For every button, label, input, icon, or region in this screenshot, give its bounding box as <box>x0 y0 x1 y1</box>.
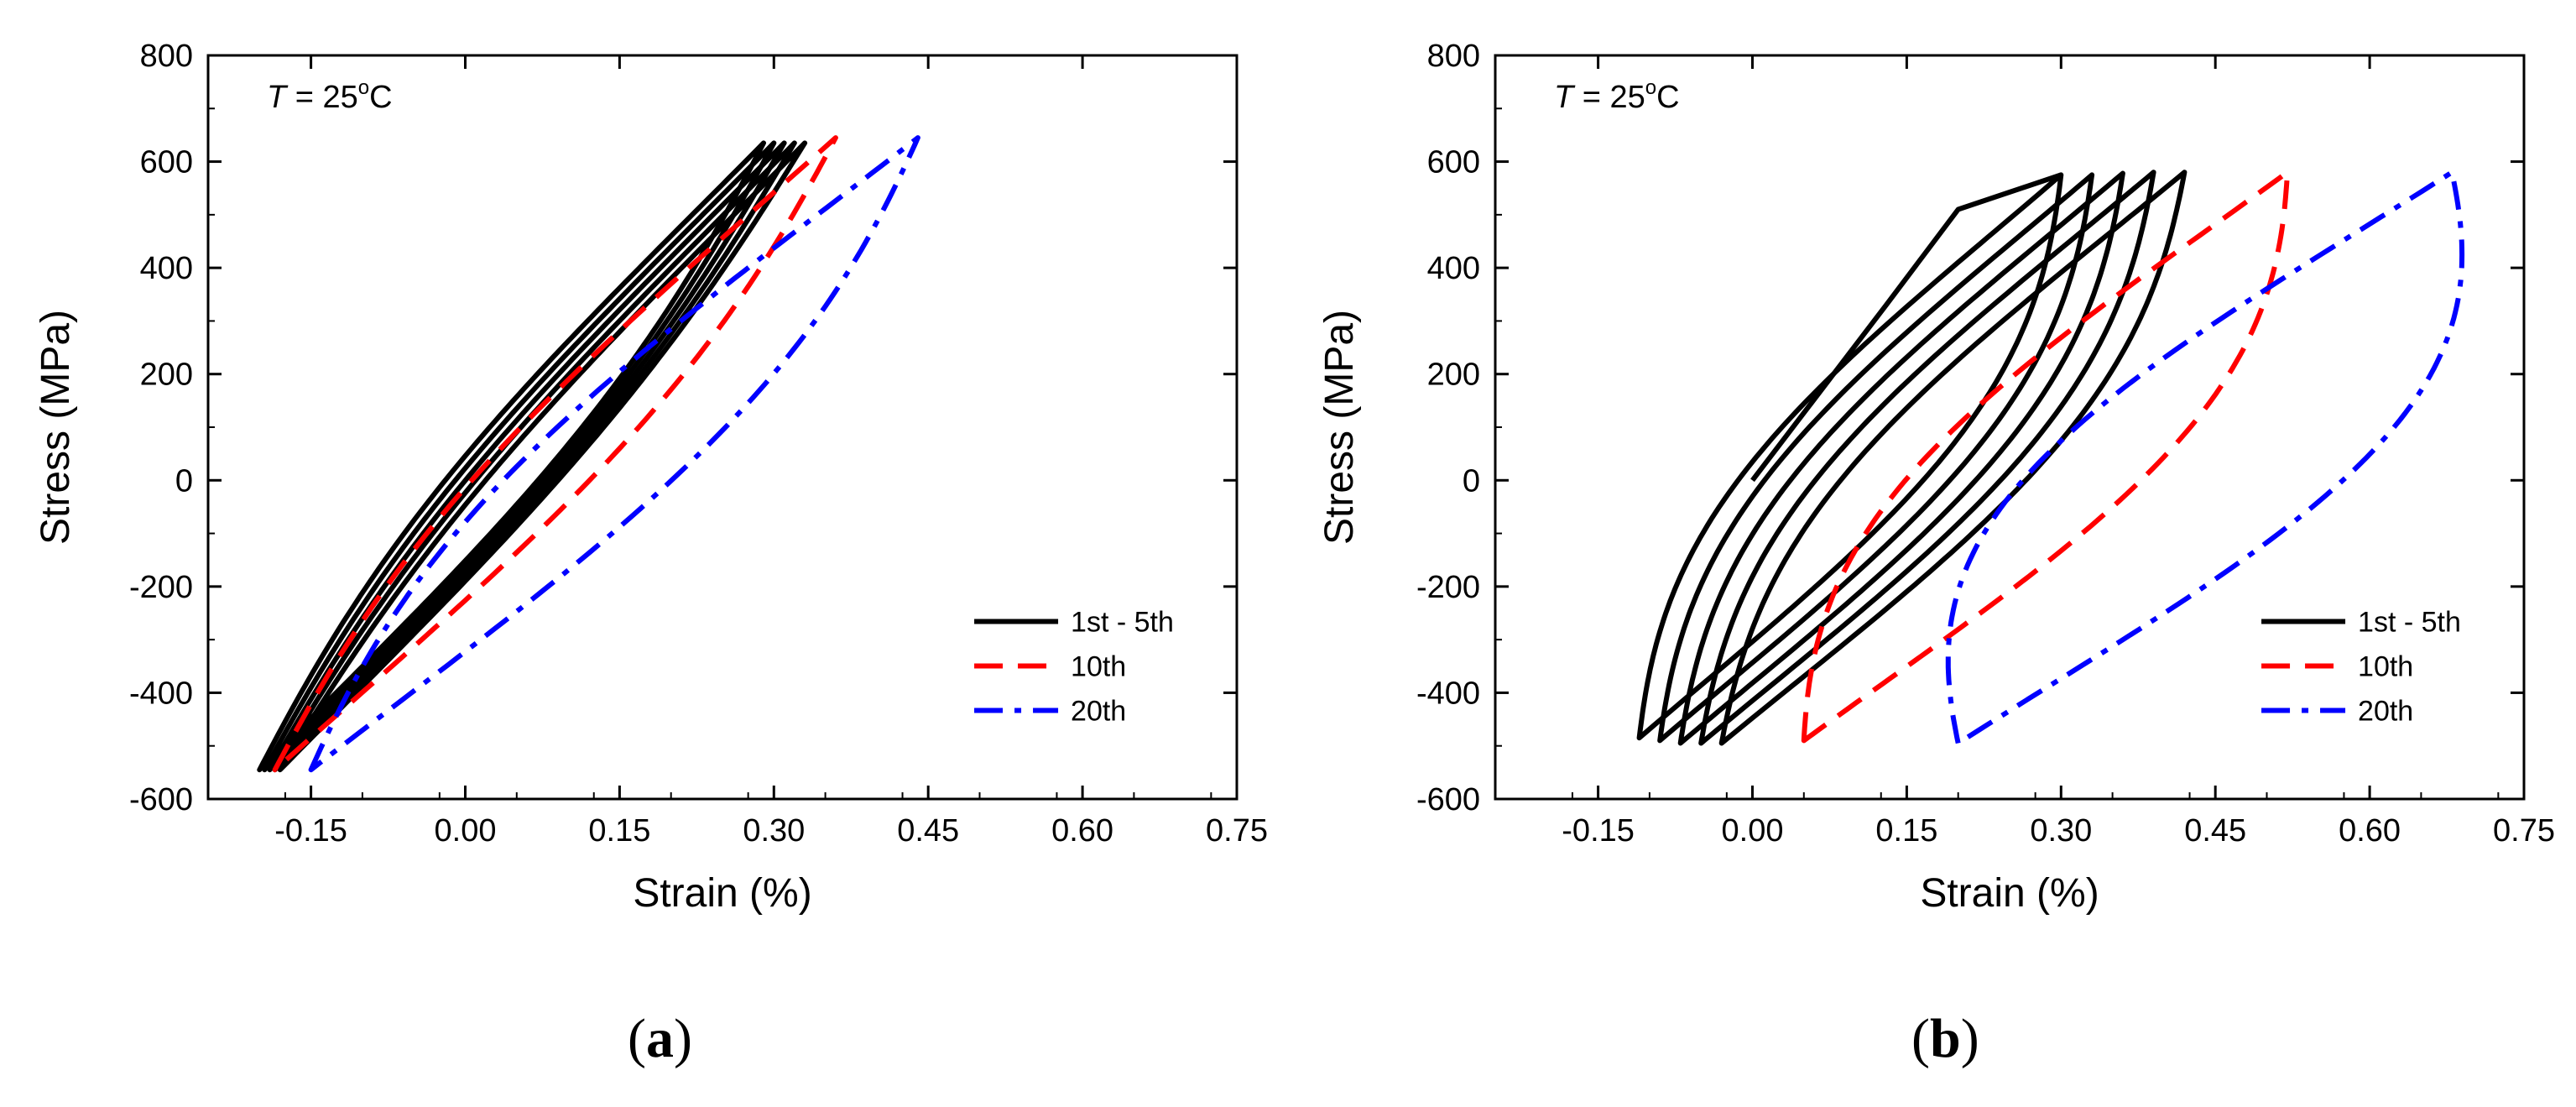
y-tick-labels-a: -600 -400 -200 0 200 400 600 800 <box>129 39 193 817</box>
y-tick-label-b: 600 <box>1427 145 1480 180</box>
chart-panel-b: -0.15 0.00 0.15 0.30 0.45 0.60 0.75 -600 -400 -2… <box>1317 39 2555 916</box>
x-tick-label-b: 0.15 <box>1875 813 1937 849</box>
series-1st-5th-b <box>1636 170 2188 746</box>
chart-panel-a: -0.15 0.00 0.15 0.30 0.45 0.60 0.75 -600 -400 -2… <box>34 39 1268 916</box>
annotation-degree-a: o <box>358 76 369 99</box>
legend-b: 1st - 5th 10th 20th <box>2261 607 2461 728</box>
legend-label-b: 10th <box>2358 651 2413 683</box>
series-20th-a <box>308 135 920 773</box>
hysteresis-loop-a <box>257 140 766 773</box>
x-tick-label-a: 0.75 <box>1206 813 1268 849</box>
x-tick-labels-a: -0.15 0.00 0.15 0.30 0.45 0.60 0.75 <box>274 813 1268 849</box>
series-10th-b <box>1801 170 2290 744</box>
y-tick-label-a: 800 <box>140 39 193 74</box>
legend-label-b: 1st - 5th <box>2358 607 2461 639</box>
y-tick-label-a: 600 <box>140 145 193 180</box>
y-tick-label-b: -400 <box>1416 676 1480 711</box>
x-tick-label-a: -0.15 <box>274 813 347 849</box>
y-tick-label-a: -400 <box>129 676 193 711</box>
x-tick-label-a: 0.45 <box>897 813 959 849</box>
series-10th-a <box>272 135 838 773</box>
x-axis-title-a: Strain (%) <box>633 871 811 916</box>
curves-b <box>1636 170 2465 746</box>
hysteresis-loop-b <box>1945 170 2465 746</box>
y-axis-title-a: Stress (MPa) <box>34 310 78 545</box>
initial-loading-curve-b <box>1750 172 2062 483</box>
y-tick-labels-b: -600 -400 -200 0 200 400 600 800 <box>1416 39 1480 817</box>
x-tick-label-b: 0.30 <box>2030 813 2092 849</box>
hysteresis-loop-a <box>277 140 808 773</box>
y-axis-title-b: Stress (MPa) <box>1317 310 1362 545</box>
y-tick-label-b: 200 <box>1427 358 1480 393</box>
hysteresis-loop-a <box>262 140 777 773</box>
hysteresis-loop-a <box>267 140 787 773</box>
y-tick-label-a: -600 <box>129 782 193 817</box>
tick-marks-a <box>207 54 1238 801</box>
annotation-unit-b: C <box>1656 80 1679 115</box>
y-tick-label-b: 0 <box>1463 463 1480 499</box>
x-tick-label-a: 0.30 <box>743 813 805 849</box>
y-tick-label-a: -200 <box>129 570 193 605</box>
hysteresis-loop-b <box>1677 170 2125 746</box>
legend-label-a: 1st - 5th <box>1071 607 1174 639</box>
y-tick-label-a: 0 <box>175 463 193 499</box>
series-20th-b <box>1945 170 2465 746</box>
x-tick-label-a: 0.60 <box>1051 813 1113 849</box>
x-tick-label-b: 0.45 <box>2184 813 2246 849</box>
legend-label-a: 10th <box>1071 651 1126 683</box>
x-tick-label-b: 0.00 <box>1722 813 1784 849</box>
hysteresis-loop-a <box>272 135 838 773</box>
panel-label-a: (a) <box>628 1008 692 1069</box>
hysteresis-loop-b <box>1718 170 2188 746</box>
annotation-unit-a: C <box>369 80 392 115</box>
legend-label-a: 20th <box>1071 696 1126 728</box>
y-tick-label-b: 400 <box>1427 251 1480 286</box>
temperature-annotation-a: T = 25oC <box>267 76 393 115</box>
annotation-degree-b: o <box>1645 76 1656 99</box>
legend-label-b: 20th <box>2358 696 2413 728</box>
x-tick-label-a: 0.00 <box>435 813 497 849</box>
annotation-variable-a: T <box>267 80 289 115</box>
panel-label-b: (b) <box>1911 1008 1979 1069</box>
plot-frame-b <box>1494 54 2526 801</box>
y-tick-label-a: 200 <box>140 358 193 393</box>
x-axis-title-b: Strain (%) <box>1920 871 2099 916</box>
annotation-variable-b: T <box>1554 80 1576 115</box>
y-tick-label-a: 400 <box>140 251 193 286</box>
y-tick-label-b: -600 <box>1416 782 1480 817</box>
x-tick-label-b: -0.15 <box>1562 813 1635 849</box>
hysteresis-loop-b <box>1657 172 2095 744</box>
y-tick-label-b: 800 <box>1427 39 1480 74</box>
hysteresis-loop-a <box>308 135 920 773</box>
temperature-annotation-b: T = 25oC <box>1554 76 1680 115</box>
x-tick-label-b: 0.60 <box>2339 813 2401 849</box>
hysteresis-loop-b <box>1801 170 2290 744</box>
x-tick-labels-b: -0.15 0.00 0.15 0.30 0.45 0.60 0.75 <box>1562 813 2555 849</box>
annotation-equals-a: = 25 <box>286 80 358 115</box>
x-tick-label-b: 0.75 <box>2493 813 2555 849</box>
y-tick-label-b: -200 <box>1416 570 1480 605</box>
hysteresis-loop-b <box>1698 170 2156 746</box>
annotation-equals-b: = 25 <box>1573 80 1645 115</box>
tick-marks-b <box>1494 54 2526 801</box>
hysteresis-loop-a <box>272 140 797 773</box>
x-tick-label-a: 0.15 <box>588 813 650 849</box>
legend-a: 1st - 5th 10th 20th <box>974 607 1174 728</box>
curves-a <box>257 135 920 773</box>
